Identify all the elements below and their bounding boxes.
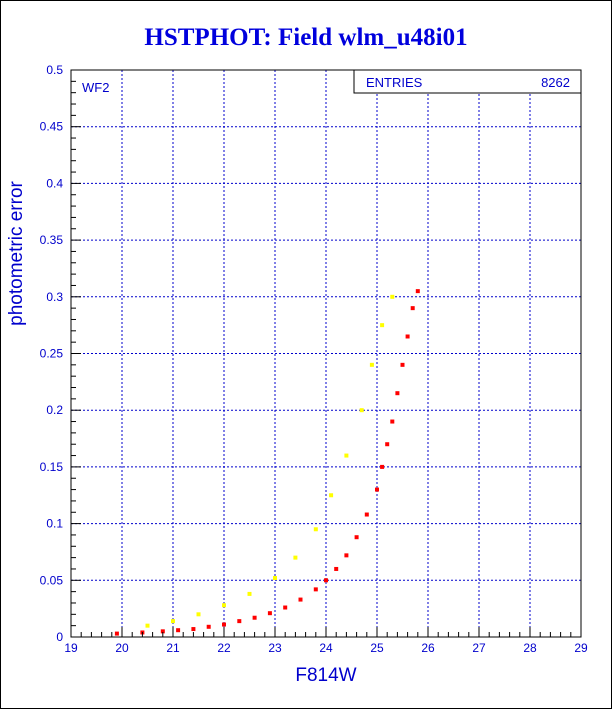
y-tick-label: 0.2 [46,403,63,417]
scatter-point [410,306,415,311]
scatter-point [222,603,226,608]
x-tick-label: 25 [370,641,384,655]
scatter-point [283,605,288,610]
scatter-point [171,619,175,624]
x-tick-label: 23 [268,641,282,655]
y-tick-label: 0.05 [40,573,64,587]
scatter-point [206,624,211,629]
scatter-point [405,334,410,339]
y-axis-title: photometric error [6,181,27,326]
scatter-point [369,362,374,367]
scatter-point [273,576,277,581]
x-tick-label: 20 [115,641,129,655]
stats-box-border [353,69,582,94]
x-tick-label: 22 [217,641,231,655]
scatter-point [222,622,226,627]
scatter-point [390,294,395,299]
scatter-point [334,566,339,571]
scatter-point [380,323,385,328]
scatter-point [145,623,150,628]
y-tick-label: 0.25 [40,347,64,361]
scatter-point [176,628,181,633]
scatter-point [359,408,364,413]
y-tick-label: 0.3 [46,290,63,304]
y-tick-label: 0.1 [46,517,63,531]
scatter-point [415,289,420,294]
scatter-point [298,597,303,602]
scatter-point [313,587,318,592]
y-tick-label: 0 [56,630,63,644]
y-tick-label: 0.35 [40,233,64,247]
scatter-point [385,442,390,447]
panel-label: WF2 [82,80,109,95]
y-tick-label: 0.45 [40,120,64,134]
y-tick-label: 0.4 [46,176,63,190]
x-tick-label: 26 [421,641,435,655]
y-tick-label: 0.5 [46,63,63,77]
scatter-point [237,619,242,624]
stats-box: ENTRIES 8262 [353,69,582,94]
scatter-point [329,493,334,498]
scatter-point [160,629,165,634]
x-tick-label: 29 [574,641,588,655]
scatter-point [344,553,349,558]
x-tick-label: 27 [472,641,486,655]
scatter-point [247,591,252,596]
x-tick-label: 19 [64,641,78,655]
scatter-point [344,453,349,458]
scatter-point [252,615,257,620]
points-layer [114,289,420,636]
x-tick-label: 24 [319,641,333,655]
scatter-point [400,362,405,367]
x-tick-label: 28 [523,641,537,655]
scatter-point [114,631,119,636]
chart-title: HSTPHOT: Field wlm_u48i01 [144,24,468,51]
scatter-point [354,535,359,540]
scatter-point [293,555,298,560]
scatter-point [364,512,369,517]
scatter-point [313,527,318,532]
stats-entries-label: ENTRIES [366,75,423,90]
y-tick-label: 0.15 [40,460,64,474]
scatter-point [324,578,328,583]
x-tick-label: 21 [166,641,180,655]
scatter-point [267,611,272,616]
grid-layer [70,69,582,638]
ticks-layer: 19 20 21 22 23 24 25 26 27 28 29 0 0.05 0.1 0.15 0.2 0.2… [40,63,588,655]
scatter-point [196,612,201,617]
scatter-point [395,391,400,396]
scatter-point [390,419,395,424]
scatter-point [380,464,385,469]
scatter-point [375,487,379,492]
x-axis-title: F814W [295,665,356,686]
stats-entries-value: 8262 [541,75,570,90]
scatter-point [191,627,196,632]
